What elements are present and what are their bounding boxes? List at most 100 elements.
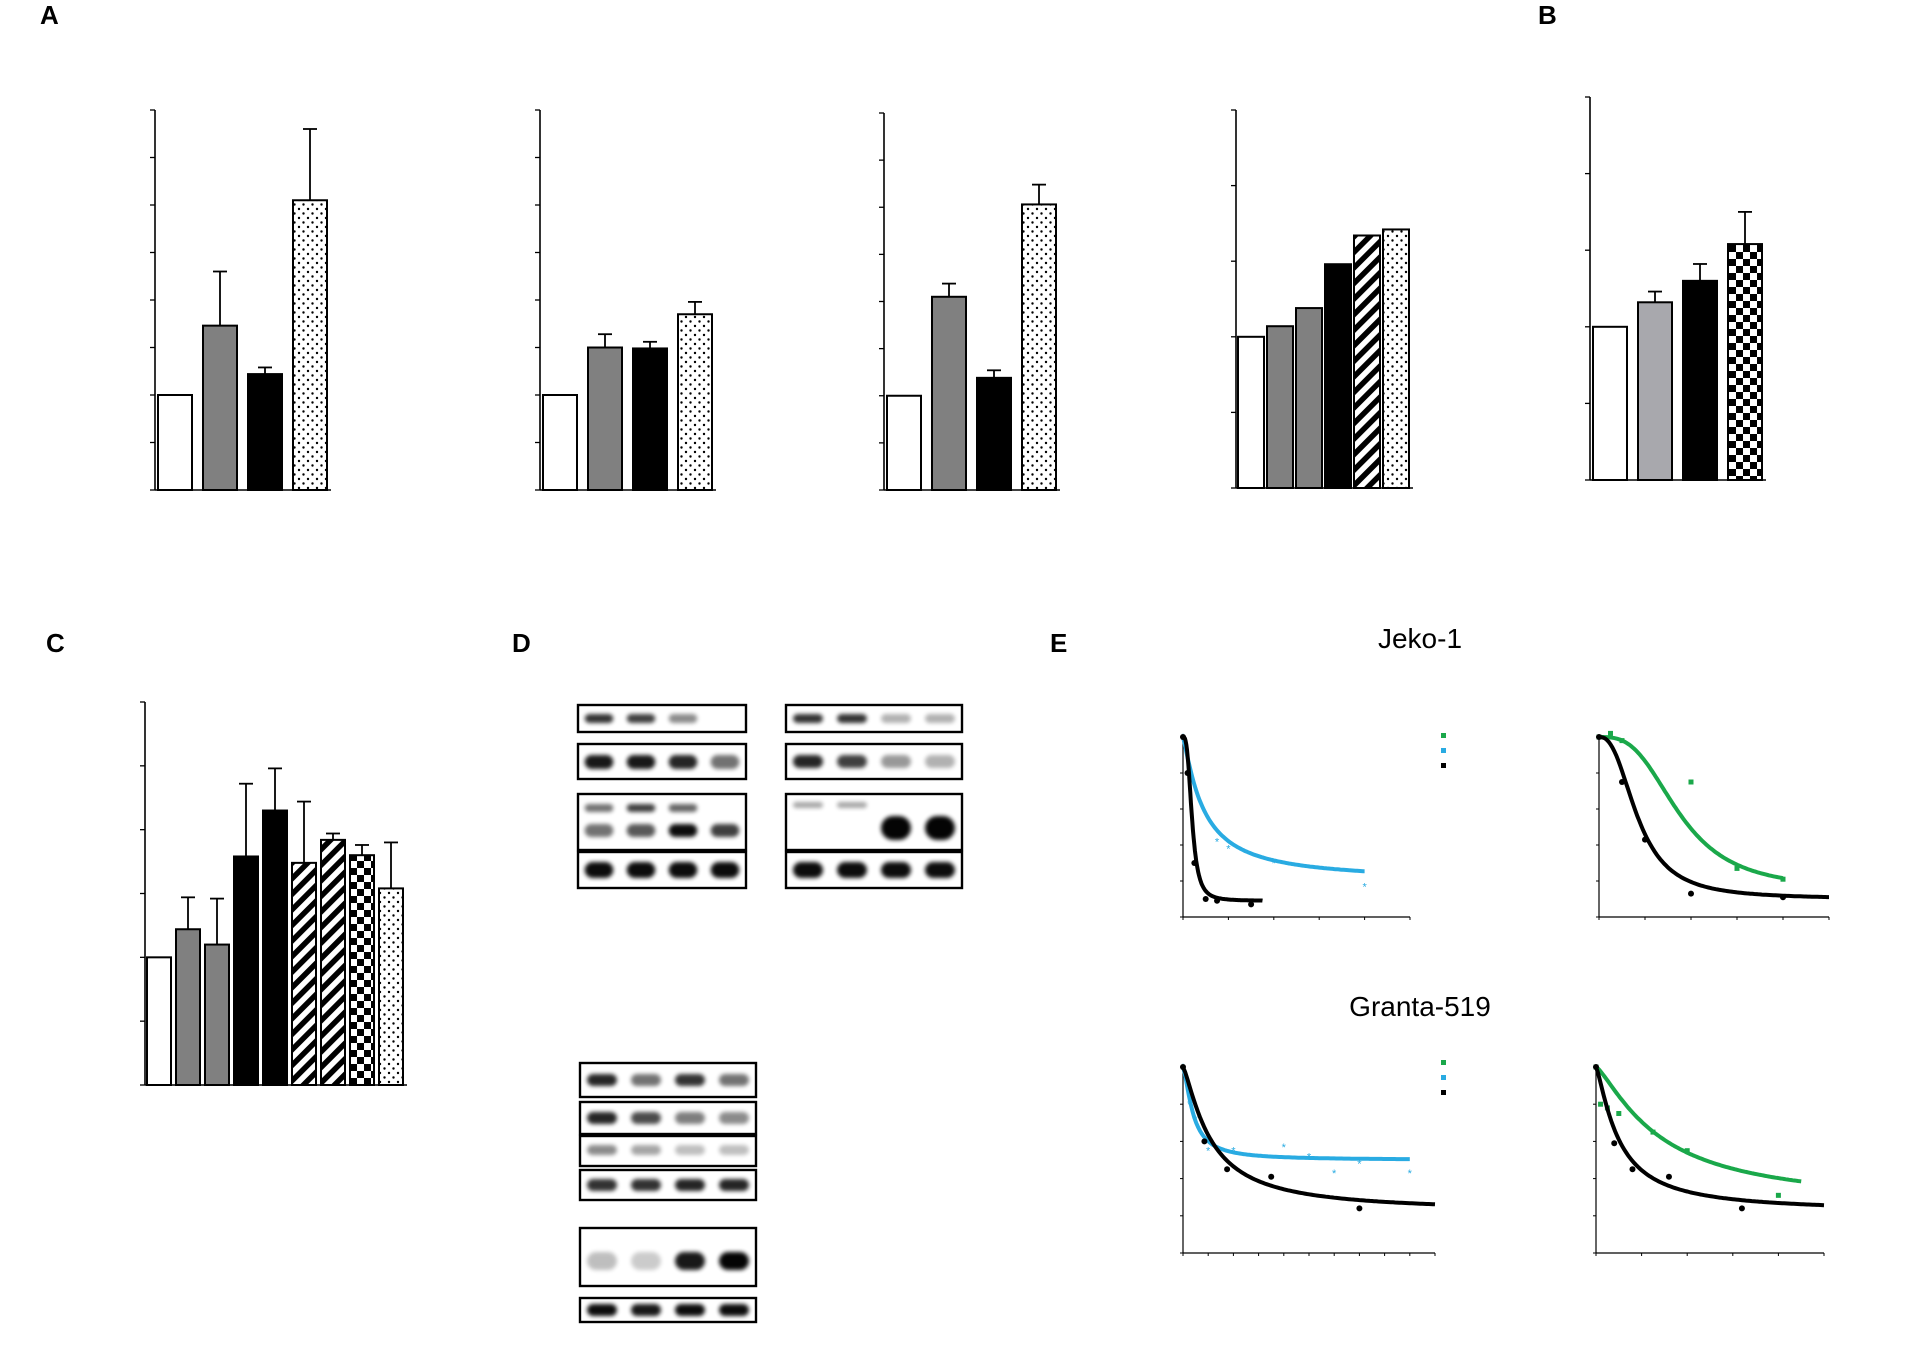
blot-band xyxy=(587,1074,617,1086)
blot-band xyxy=(584,714,614,723)
blot-band xyxy=(719,1179,749,1191)
data-point: * xyxy=(1193,1114,1198,1126)
blot-band xyxy=(626,804,656,812)
fit-curve-duv-d4476 xyxy=(1598,735,1829,900)
fit-curve-d4476 xyxy=(1599,735,1784,881)
blot-band xyxy=(837,714,867,723)
blot-band xyxy=(587,1304,617,1316)
bar xyxy=(677,313,713,491)
data-point xyxy=(1688,890,1694,897)
e-title-jeko: Jeko-1 xyxy=(1378,623,1462,654)
blot-band xyxy=(925,816,955,840)
blot-band xyxy=(675,1252,705,1270)
data-point xyxy=(1619,779,1625,785)
blot-band xyxy=(587,1145,617,1155)
chart-e3: ********** xyxy=(1180,1060,1446,1256)
blot-band xyxy=(631,1304,661,1316)
data-point xyxy=(1642,836,1648,843)
data-point xyxy=(1734,865,1740,871)
bar xyxy=(320,838,346,1086)
data-point xyxy=(1593,1064,1599,1070)
blot-band xyxy=(668,824,698,837)
chart-a-rec xyxy=(879,112,1060,492)
data-point xyxy=(1180,1064,1186,1070)
data-point xyxy=(1684,1148,1690,1154)
data-point xyxy=(1184,770,1191,776)
blot-band xyxy=(587,1112,617,1124)
data-point: * xyxy=(1357,1159,1362,1171)
blot-band xyxy=(719,1145,749,1155)
blot-band xyxy=(626,755,656,769)
chart-e4 xyxy=(1593,1064,1825,1256)
blot-frame xyxy=(576,792,748,852)
data-point: * xyxy=(1226,844,1231,856)
panel-letter-e: E xyxy=(1050,628,1067,658)
data-point xyxy=(1688,779,1694,785)
e-title-granta: Granta-519 xyxy=(1349,991,1491,1022)
data-point xyxy=(1775,1192,1781,1198)
blot-band xyxy=(675,1304,705,1316)
legend-marker xyxy=(1441,1060,1446,1065)
blot-band xyxy=(881,816,911,840)
data-point xyxy=(1616,1111,1622,1116)
blot-band xyxy=(584,804,614,812)
bar xyxy=(1237,335,1265,489)
data-point xyxy=(1738,1205,1745,1212)
blot-band xyxy=(631,1252,661,1270)
blot-band xyxy=(668,862,698,878)
blot-band xyxy=(793,862,823,878)
bar xyxy=(1324,263,1352,489)
blot-band xyxy=(668,714,698,723)
blot-band xyxy=(587,1179,617,1191)
blot-band xyxy=(881,714,911,723)
legend-marker xyxy=(1441,733,1446,738)
data-point: * xyxy=(1187,1099,1192,1111)
chart-e2 xyxy=(1596,730,1830,920)
data-point: * xyxy=(1206,1146,1211,1158)
fit-curve-duv xyxy=(1181,736,1365,874)
bar xyxy=(175,928,201,1086)
blot-band xyxy=(675,1074,705,1086)
blot-band xyxy=(710,824,740,837)
bar xyxy=(233,855,259,1087)
bar xyxy=(291,861,317,1086)
bar xyxy=(542,394,578,491)
legend-marker xyxy=(1441,1090,1446,1095)
bar xyxy=(378,887,404,1086)
chart-a-granta xyxy=(535,109,716,492)
bar xyxy=(292,199,328,491)
blot-band xyxy=(719,1252,749,1270)
bar xyxy=(1266,325,1294,489)
legend-marker xyxy=(1441,763,1446,768)
bar xyxy=(247,373,283,492)
panel-letter-a: A xyxy=(40,0,59,30)
blot-band xyxy=(631,1179,661,1191)
data-point xyxy=(1248,901,1255,908)
bar xyxy=(976,376,1012,491)
bar xyxy=(262,809,288,1086)
bar xyxy=(931,295,967,491)
blot-band xyxy=(710,862,740,878)
data-point: * xyxy=(1215,836,1220,848)
bar xyxy=(1382,228,1410,489)
blot-band xyxy=(710,755,740,769)
blot-band xyxy=(925,862,955,878)
chart-a-patient xyxy=(1231,109,1413,489)
panel-letter-d: D xyxy=(512,628,531,658)
data-point xyxy=(1780,894,1786,901)
blot-band xyxy=(675,1179,705,1191)
bar xyxy=(1682,279,1718,481)
blot-band xyxy=(925,714,955,723)
data-point xyxy=(1598,1101,1604,1107)
data-point xyxy=(1619,738,1625,744)
data-point xyxy=(1596,734,1602,740)
data-point xyxy=(1780,876,1786,882)
blot-band xyxy=(631,1145,661,1155)
fit-curve-duv xyxy=(1181,1066,1410,1162)
fit-curve-duv-d4476 xyxy=(1594,1066,1825,1208)
data-point: * xyxy=(1362,881,1367,893)
data-point xyxy=(1214,897,1221,904)
bar xyxy=(146,956,172,1086)
data-point xyxy=(1611,1140,1618,1147)
